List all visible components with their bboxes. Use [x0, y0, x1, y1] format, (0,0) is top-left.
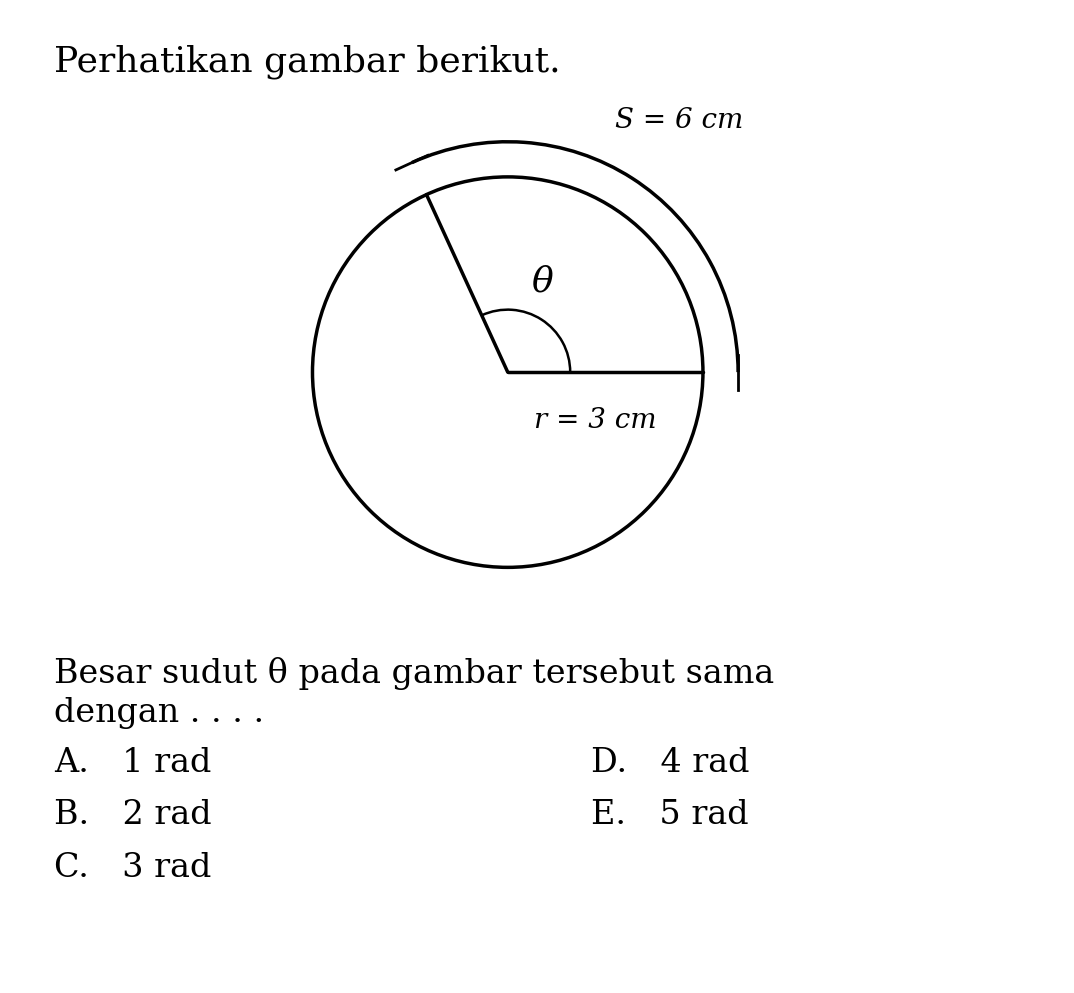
Text: D. 4 rad: D. 4 rad — [591, 747, 750, 779]
Text: C. 3 rad: C. 3 rad — [54, 852, 212, 884]
Text: Perhatikan gambar berikut.: Perhatikan gambar berikut. — [54, 45, 561, 79]
Text: θ: θ — [532, 264, 553, 298]
Text: dengan . . . .: dengan . . . . — [54, 697, 264, 729]
Text: r = 3 cm: r = 3 cm — [534, 407, 657, 434]
Text: B. 2 rad: B. 2 rad — [54, 799, 212, 831]
Text: S = 6 cm: S = 6 cm — [614, 107, 743, 134]
Text: Besar sudut θ pada gambar tersebut sama: Besar sudut θ pada gambar tersebut sama — [54, 657, 774, 690]
Text: A. 1 rad: A. 1 rad — [54, 747, 212, 779]
Text: E. 5 rad: E. 5 rad — [591, 799, 749, 831]
